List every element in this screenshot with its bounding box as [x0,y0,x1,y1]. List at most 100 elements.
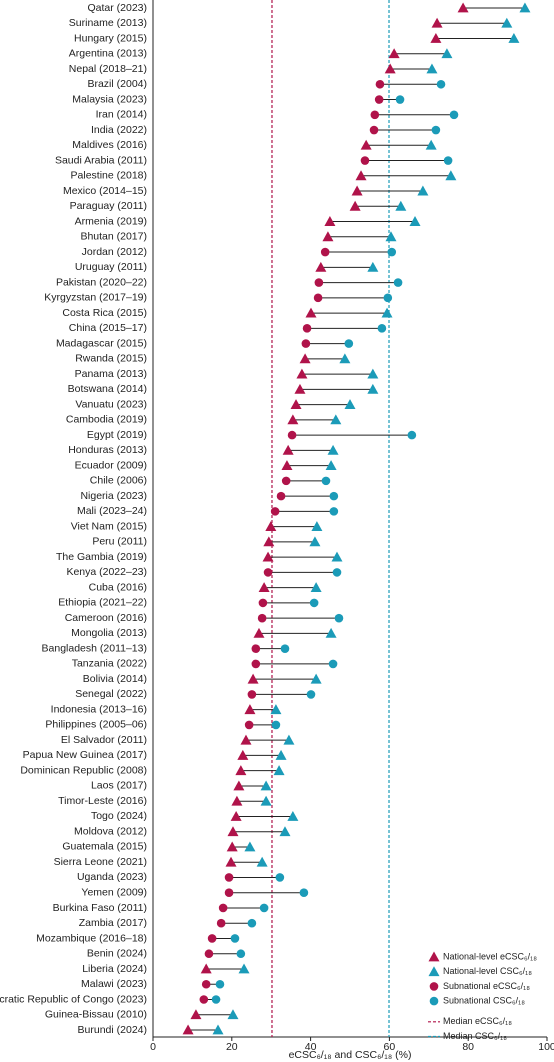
data-point [260,795,272,806]
legend-label: National-level eCSC₆/₁₈ [443,951,537,961]
category-label: Paraguay (2011) [70,200,147,212]
x-tick-label: 60 [384,1041,396,1053]
category-label: Togo (2024) [91,810,147,822]
data-point [257,613,267,623]
data-point [182,1024,194,1035]
data-point [339,353,351,364]
x-tick-label: 40 [305,1041,317,1053]
category-label: El Salvador (2011) [61,734,147,746]
category-label: Moldova (2012) [74,825,147,837]
data-point [369,125,379,135]
category-label: Mali (2023–24) [77,505,147,517]
category-label: Indonesia (2013–16) [51,703,147,715]
category-label: Rwanda (2015) [75,353,147,365]
data-point [224,873,234,882]
category-label: Mozambique (2016–18) [36,932,147,944]
data-point [311,521,323,532]
category-label: Kyrgyzstan (2017–19) [44,292,147,304]
data-point [407,430,417,440]
data-point [501,17,513,28]
data-point [388,48,400,59]
data-point [457,2,469,13]
data-point [320,247,330,257]
category-label: Brazil (2004) [87,78,147,90]
data-point [224,888,234,898]
data-point [276,491,286,501]
data-point [216,918,226,928]
data-point [271,720,281,730]
data-point [294,383,306,394]
legend-label: Subnational CSC₆/₁₈ [443,995,525,1005]
category-label: Suriname (2013) [69,17,147,29]
category-label: Laos (2017) [91,780,147,792]
data-point [302,324,312,333]
category-label: Guinea-Bissau (2010) [45,1009,147,1021]
data-point [251,659,261,669]
data-point [265,521,277,532]
data-point [331,551,343,562]
category-label: Malaysia (2023) [72,93,147,105]
category-label: Bhutan (2017) [80,231,147,243]
data-point [367,383,379,394]
category-label: Ethiopia (2021–22) [58,597,147,609]
data-point [395,95,405,104]
data-point [235,765,247,776]
category-label: Sierra Leone (2021) [54,856,147,868]
data-point [409,216,421,226]
data-point [259,903,269,913]
data-point [280,644,290,653]
data-point [253,627,265,638]
x-axis-label: eCSC₆/₁₈ and CSC₆/₁₈ (%) [289,1049,412,1061]
category-label: Palestine (2018) [71,170,147,182]
category-label: Peru (2011) [92,536,147,548]
data-point [310,673,322,684]
data-point [190,1009,202,1020]
data-point [256,856,268,867]
category-label: The Gambia (2019) [56,551,147,563]
data-point [393,278,403,287]
data-point [417,185,429,196]
data-point [387,247,397,257]
data-point [287,430,297,440]
category-label: Chile (2006) [90,475,147,487]
data-point [201,979,211,989]
data-point [226,841,238,852]
data-point [230,810,242,821]
data-point [426,63,438,74]
category-label: Costa Rica (2015) [62,307,147,319]
data-point [355,170,367,181]
category-label: Democratic Republic of Congo (2023) [0,993,147,1005]
category-label: Jordan (2012) [82,246,147,258]
data-point [236,949,246,959]
data-point [282,444,294,455]
category-label: Vanuatu (2023) [75,398,147,410]
data-point [322,231,334,242]
data-point [200,963,212,974]
category-label: Burkina Faso (2011) [53,902,147,914]
data-point [233,780,245,791]
data-point [315,261,327,272]
legend-label: Subnational eCSC₆/₁₈ [443,981,530,991]
data-point [344,339,354,348]
category-label: Honduras (2013) [68,444,147,456]
category-label: Philippines (2005–06) [45,719,147,731]
data-point [384,63,396,74]
data-point [231,795,243,806]
data-point [238,963,250,974]
legend-marker [429,982,439,991]
data-point [244,841,256,852]
data-point [215,979,225,989]
data-point [240,734,252,745]
data-point [263,536,275,547]
data-point [325,627,337,638]
category-label: Armenia (2019) [75,215,147,227]
data-point [374,95,384,104]
category-label: Timor-Leste (2016) [58,795,147,807]
data-point [301,339,311,348]
data-point [344,399,356,409]
data-point [328,659,338,669]
data-point [287,810,299,821]
data-point [258,582,270,593]
category-label: Burundi (2024) [78,1024,147,1036]
data-point [211,995,221,1004]
